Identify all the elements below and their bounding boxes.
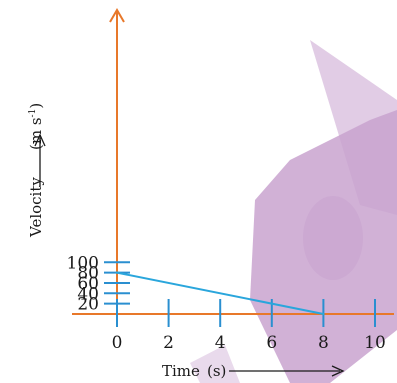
watermark-shape xyxy=(303,196,363,280)
svg-text:Velocity: Velocity xyxy=(27,177,45,238)
x-tick-label: 4 xyxy=(215,333,226,353)
x-axis-unit: (s) xyxy=(207,362,226,380)
watermark-shapes xyxy=(190,40,397,383)
watermark-shape xyxy=(190,345,240,383)
data-point xyxy=(115,271,119,274)
svg-text:(s): (s) xyxy=(207,362,226,380)
y-tick-label: 60 xyxy=(77,274,99,294)
y-tick-label: 20 xyxy=(77,295,99,315)
y-axis-unit-suffix: ) xyxy=(27,103,45,109)
x-tick-label: 6 xyxy=(266,333,277,353)
x-tick-label: 10 xyxy=(364,333,386,353)
x-tick-label: 8 xyxy=(318,333,329,353)
y-axis-unit-superscript: -1 xyxy=(28,109,38,118)
data-point xyxy=(322,312,325,316)
series-layer xyxy=(115,271,325,316)
y-tick-label: 40 xyxy=(77,284,99,304)
y-axis-title: Velocity (m s-1) xyxy=(27,103,46,238)
svg-text:Time: Time xyxy=(162,362,200,380)
axes xyxy=(72,8,394,315)
x-axis-title: Time (s) xyxy=(162,362,345,380)
x-tick-label: 0 xyxy=(112,333,123,353)
y-tick-label: 100 xyxy=(67,253,99,273)
y-axis-arrowhead xyxy=(109,8,125,23)
x-axis-label: Time xyxy=(162,362,200,380)
y-tick-label: 80 xyxy=(77,264,99,284)
y-axis-arrow-icon xyxy=(34,133,46,186)
series-line xyxy=(116,271,324,315)
y-axis-label: Velocity xyxy=(27,177,45,238)
x-tick-label: 2 xyxy=(163,333,174,353)
watermark-shape xyxy=(310,40,397,215)
x-axis-arrow-icon xyxy=(229,365,345,377)
